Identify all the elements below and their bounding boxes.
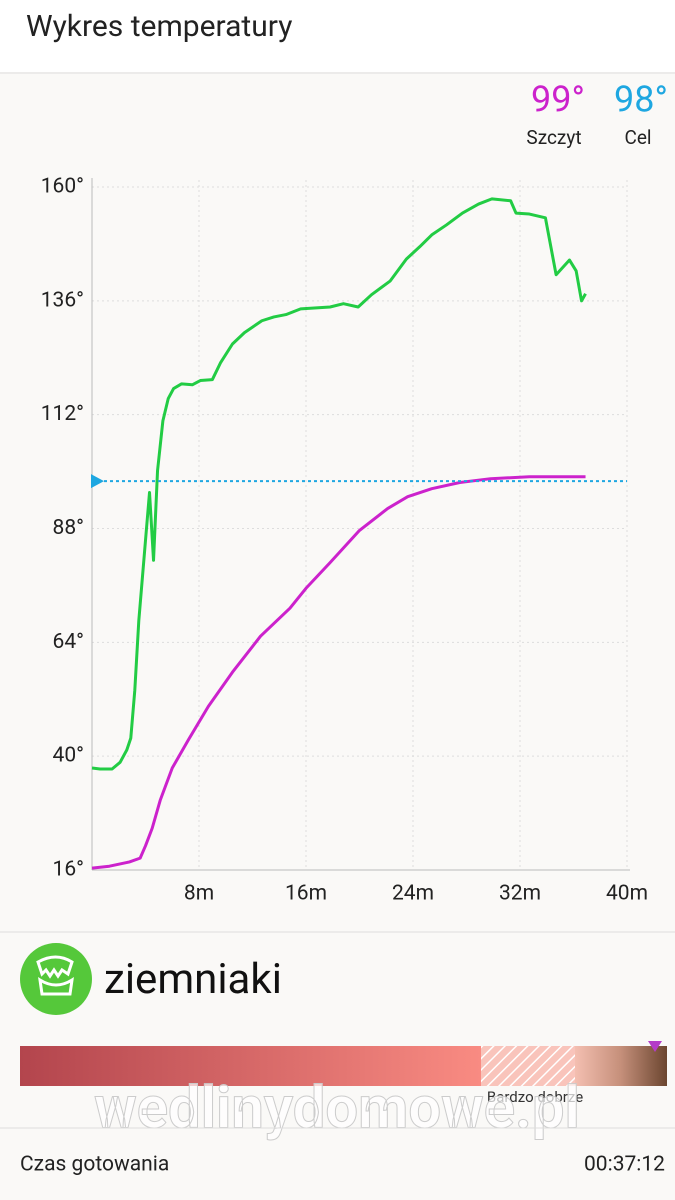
x-tick-label: 40m (606, 882, 648, 906)
x-tick-label: 32m (499, 882, 541, 906)
food-icon-glyph (36, 955, 74, 996)
y-tick-label: 136° (41, 288, 84, 312)
x-tick-label: 8m (184, 882, 214, 906)
food-icon (20, 943, 92, 1015)
y-tick-label: 88° (53, 516, 84, 540)
target-marker (91, 474, 104, 489)
peak-caption: Szczyt (526, 126, 581, 149)
food-name: ziemniaki (104, 955, 282, 1004)
target-value: 98° (614, 79, 668, 121)
cook-time: 00:37:12 (584, 1153, 665, 1177)
y-tick-label: 64° (53, 630, 84, 654)
footer-label: Czas gotowania (20, 1153, 169, 1177)
header-bg (0, 0, 675, 72)
y-tick-label: 40° (53, 744, 84, 768)
doneness-bar (20, 1046, 481, 1086)
chart: 16° 40° 64° 88° 112° 136° 160° 8m 16m 24m 32m 40m (41, 175, 648, 906)
y-tick-label: 16° (53, 858, 84, 882)
doneness-marker (648, 1041, 662, 1052)
series-line (91, 475, 586, 870)
x-tick-label: 16m (285, 882, 327, 906)
doneness-zone (481, 1046, 575, 1086)
doneness-label: Bardzo dobrze (487, 1088, 583, 1106)
peak-value: 99° (531, 79, 585, 121)
watermark: wedlinydomowe.pl (94, 1074, 580, 1142)
target-caption: Cel (624, 126, 651, 149)
series-line (91, 197, 587, 771)
doneness-bar (575, 1046, 667, 1086)
y-tick-label: 160° (41, 175, 84, 199)
y-tick-label: 112° (41, 402, 84, 426)
page-title: Wykres temperatury (26, 9, 292, 44)
x-tick-label: 24m (392, 882, 434, 906)
